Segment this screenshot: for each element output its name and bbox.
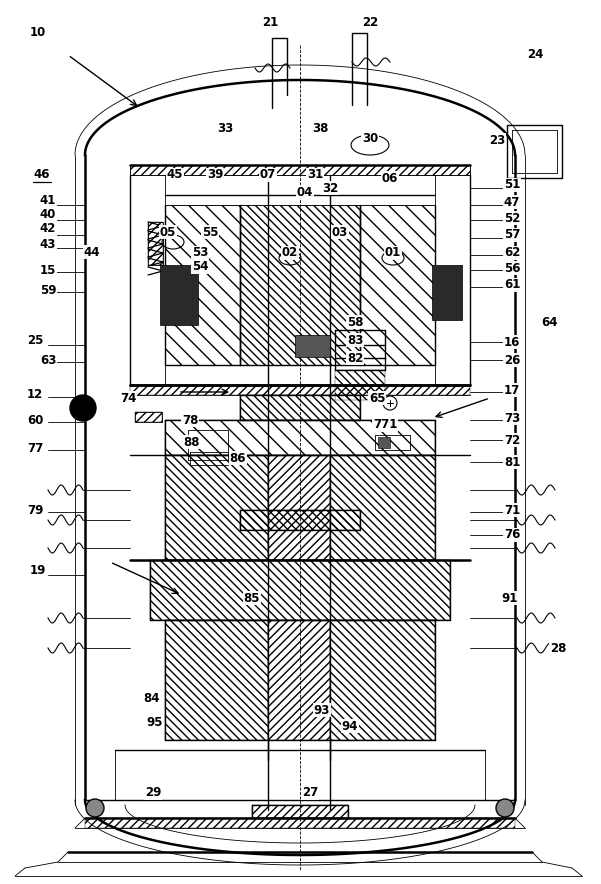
Text: 81: 81: [504, 455, 520, 469]
Text: 43: 43: [40, 239, 56, 252]
Text: 46: 46: [34, 169, 50, 181]
Text: 59: 59: [40, 284, 56, 296]
Bar: [130, 385, 470, 395]
Circle shape: [86, 799, 104, 817]
Text: 24: 24: [527, 49, 543, 62]
Text: 56: 56: [504, 262, 520, 275]
Bar: [85, 818, 515, 828]
Text: 51: 51: [504, 179, 520, 192]
Text: 47: 47: [504, 195, 520, 209]
Text: 42: 42: [40, 223, 56, 235]
Text: 73: 73: [504, 411, 520, 424]
Text: 86: 86: [230, 452, 246, 464]
Text: 57: 57: [504, 228, 520, 241]
Text: 28: 28: [550, 642, 566, 654]
Text: 60: 60: [27, 414, 43, 426]
Bar: [165, 420, 435, 455]
Text: 05: 05: [160, 225, 176, 239]
Text: 30: 30: [362, 132, 378, 144]
Bar: [150, 560, 450, 620]
Text: 52: 52: [504, 211, 520, 225]
Bar: [268, 455, 330, 560]
Text: 16: 16: [504, 336, 520, 348]
Text: 01: 01: [385, 247, 401, 260]
Text: 58: 58: [347, 316, 363, 329]
Bar: [432, 265, 462, 320]
Text: 54: 54: [192, 261, 209, 273]
Text: 771: 771: [373, 418, 397, 431]
Bar: [240, 510, 360, 530]
Text: 77: 77: [27, 441, 43, 454]
Text: 72: 72: [504, 433, 520, 446]
Text: 85: 85: [244, 591, 260, 605]
Text: 25: 25: [27, 333, 43, 347]
Bar: [240, 395, 360, 420]
Text: 03: 03: [332, 225, 348, 239]
Text: 06: 06: [382, 171, 398, 185]
Bar: [165, 455, 268, 560]
Bar: [148, 222, 163, 265]
Text: 10: 10: [30, 26, 46, 39]
Text: 44: 44: [84, 246, 100, 258]
Bar: [130, 165, 470, 175]
Text: 17: 17: [504, 384, 520, 397]
Text: 45: 45: [166, 169, 183, 181]
Text: 26: 26: [504, 354, 520, 367]
Text: 31: 31: [307, 169, 323, 181]
Bar: [165, 620, 268, 740]
Bar: [360, 205, 435, 365]
Text: 22: 22: [362, 16, 378, 28]
Text: 19: 19: [30, 563, 46, 576]
Text: 27: 27: [302, 787, 318, 799]
Bar: [268, 620, 330, 740]
Text: 64: 64: [542, 316, 558, 330]
Bar: [252, 805, 348, 818]
Text: 32: 32: [322, 181, 338, 194]
Text: 38: 38: [312, 121, 328, 134]
Text: 02: 02: [282, 247, 298, 260]
Text: 12: 12: [27, 388, 43, 401]
Text: 65: 65: [369, 392, 385, 405]
Text: 61: 61: [504, 278, 520, 292]
Text: 95: 95: [147, 715, 163, 728]
Circle shape: [496, 799, 514, 817]
Text: 29: 29: [145, 787, 161, 799]
Circle shape: [70, 395, 96, 421]
Text: 39: 39: [207, 169, 223, 181]
Text: 79: 79: [27, 504, 43, 516]
Text: 93: 93: [314, 704, 330, 717]
Text: 82: 82: [347, 352, 363, 364]
Text: 23: 23: [489, 133, 505, 147]
Bar: [335, 370, 385, 400]
Text: 04: 04: [297, 186, 313, 199]
Text: 63: 63: [40, 354, 56, 367]
Bar: [240, 205, 360, 365]
Text: 40: 40: [40, 209, 56, 222]
Text: 74: 74: [120, 392, 136, 405]
Text: 55: 55: [202, 225, 218, 239]
Text: 78: 78: [182, 414, 198, 426]
Text: 33: 33: [217, 121, 233, 134]
Text: 91: 91: [502, 591, 518, 605]
Text: 88: 88: [184, 436, 200, 448]
Bar: [330, 620, 435, 740]
Text: 07: 07: [260, 169, 276, 181]
Text: 71: 71: [504, 504, 520, 516]
Text: 83: 83: [347, 333, 363, 347]
Bar: [330, 455, 435, 560]
Bar: [160, 265, 198, 325]
Bar: [165, 205, 240, 365]
Bar: [295, 335, 330, 357]
Text: 76: 76: [504, 529, 520, 542]
Text: 94: 94: [342, 720, 358, 733]
Text: 21: 21: [262, 16, 278, 28]
Bar: [135, 412, 162, 422]
Text: 15: 15: [40, 263, 56, 277]
Text: 84: 84: [144, 691, 160, 705]
Text: 41: 41: [40, 194, 56, 207]
Text: 53: 53: [192, 247, 208, 260]
Bar: [378, 437, 390, 448]
Text: 62: 62: [504, 247, 520, 260]
